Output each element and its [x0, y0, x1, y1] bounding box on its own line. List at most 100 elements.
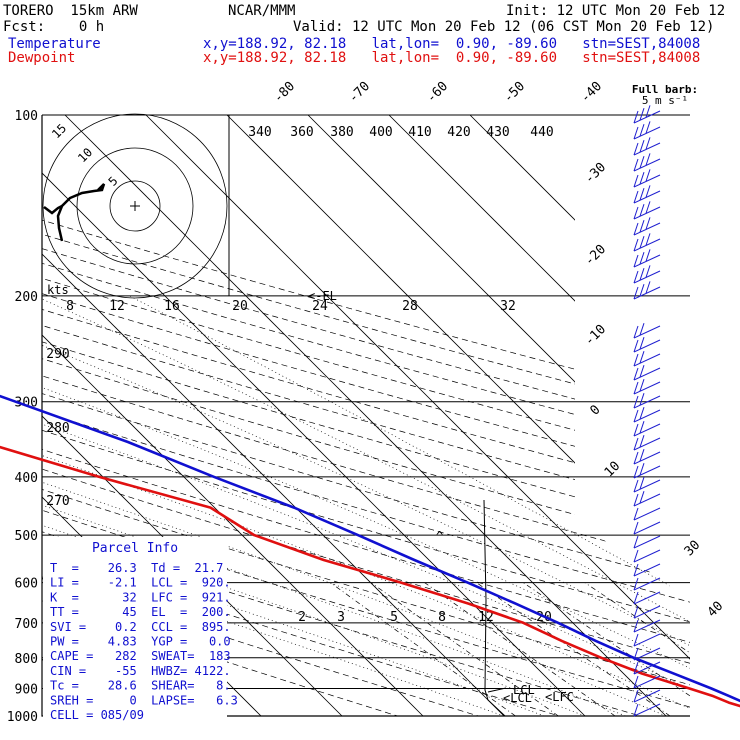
wind-barb-feather	[633, 142, 639, 156]
el-label: <-EL	[308, 289, 337, 303]
wind-barb	[633, 238, 661, 252]
mixing-ratio-tick-label: 5	[390, 610, 398, 625]
theta-tick-label: 420	[447, 125, 470, 140]
wind-barb	[633, 619, 661, 633]
parcel-info-row: SREH = 0 LAPSE= 6.3	[50, 693, 238, 707]
wind-barb-feather	[639, 323, 645, 336]
moist-adiabat-line	[42, 295, 690, 716]
isotherm-tick-label: -40	[578, 79, 605, 106]
wind-barb-feather	[639, 156, 645, 169]
isotherm-line	[42, 115, 424, 716]
wind-barb-feather	[639, 124, 645, 137]
pressure-tick-label: 900	[15, 682, 38, 697]
lcl-label: LCL	[513, 683, 535, 697]
wind-barb	[633, 703, 661, 717]
wind-barb-feather	[633, 493, 639, 507]
wind-barb	[633, 479, 661, 493]
center-label: NCAR/MMM	[228, 3, 296, 19]
barb-legend-unit: 5 m s⁻¹	[642, 94, 688, 107]
wind-barb-feather	[633, 437, 639, 451]
wind-barb-feather	[633, 409, 639, 423]
wind-barb	[633, 633, 661, 647]
pressure-tick-label: 200	[15, 290, 38, 305]
isotherm-line	[145, 115, 690, 716]
wind-barb-feather	[639, 393, 645, 406]
wind-barb-feather	[639, 449, 645, 462]
wind-barb	[633, 395, 661, 409]
dry-adiabat-line	[42, 115, 690, 716]
dewpoint-profile	[0, 445, 740, 708]
theta-tick-label: 400	[369, 125, 392, 140]
plot-frame	[41, 115, 690, 717]
wind-barb	[633, 222, 661, 236]
wind-barb-feather	[639, 337, 645, 350]
wind-barb-feather	[639, 379, 645, 392]
lfc-label: <LFC	[545, 690, 574, 704]
wind-barb-feather	[633, 367, 639, 381]
wind-barb-feather	[633, 689, 639, 703]
temperature-label: Temperature	[8, 36, 101, 52]
forecast-hour: Fcst: 0 h	[3, 19, 105, 35]
wind-barb-feather	[633, 633, 639, 647]
mixing-ratio-tick-label: 8	[438, 610, 446, 625]
wind-barb-feather	[633, 647, 639, 661]
wind-barb-feather	[633, 190, 639, 204]
wind-barb	[633, 493, 661, 507]
wind-barb	[633, 675, 661, 689]
theta-tick-label: 440	[530, 125, 553, 140]
wind-barb-feather	[633, 605, 639, 619]
hodograph-trace	[56, 183, 106, 242]
parcel-info-row: PW = 4.83 YGP = 0.0	[50, 635, 231, 649]
dry-adiabat-line	[42, 115, 439, 716]
wind-barb-feather	[633, 286, 639, 300]
wind-barb-feather	[633, 270, 639, 284]
hodo-speed-tick-label: 24	[312, 299, 328, 314]
wind-barb-feather	[645, 201, 651, 214]
parcel-info-row: CIN = -55 HWBZ= 4122.	[50, 664, 231, 678]
wind-barb-feather	[639, 477, 645, 490]
mixing-ratio-tick-label: 3	[337, 610, 345, 625]
isotherm-line	[64, 115, 667, 716]
dry-adiabat-line	[42, 115, 690, 716]
isotherm-line	[42, 115, 343, 716]
parcel-info-row: CAPE = 282 SWEAT= 183	[50, 649, 231, 663]
parcel-info-row: K = 32 LFC = 921.	[50, 590, 231, 604]
barb-legend-title: Full barb:	[632, 83, 698, 96]
wind-barb	[633, 647, 661, 661]
wind-barb	[633, 465, 661, 479]
wind-barb-feather	[645, 265, 651, 278]
wind-barb-feather	[633, 158, 639, 172]
wind-barb-feather	[645, 153, 651, 166]
wind-barb-feather	[645, 105, 651, 118]
parcel-info-panel: Parcel Info T = 26.3 Td = 21.7LI = -2.1 L…	[43, 537, 238, 722]
isotherm-line	[226, 115, 690, 716]
wind-barb-feather	[645, 217, 651, 230]
wind-barb-feather	[633, 381, 639, 395]
wind-barb	[633, 451, 661, 465]
wind-barb	[633, 591, 661, 605]
model-title: TORERO 15km ARW	[3, 3, 138, 19]
wind-barb	[633, 605, 661, 619]
theta-tick-label: 380	[330, 125, 353, 140]
wind-barb-feather	[633, 619, 639, 633]
hodograph-trace	[43, 204, 63, 215]
wind-barb-feather	[633, 577, 639, 591]
wind-barb	[633, 325, 661, 339]
dry-adiabat-line	[42, 115, 690, 716]
wind-barb-feather	[633, 206, 639, 220]
isotherm-tick-label: -20	[582, 242, 609, 269]
wind-barb	[633, 206, 661, 220]
wind-barb	[633, 339, 661, 353]
hodograph-ring	[76, 147, 194, 265]
el-label: ^	[436, 529, 443, 543]
parcel-info-row: Tc = 28.6 SHEAR= 8.	[50, 679, 231, 693]
hodograph-ring	[109, 180, 161, 232]
wind-barb	[633, 142, 661, 156]
hodo-speed-tick-label: 16	[164, 299, 180, 314]
temperature-profile	[0, 394, 740, 703]
wind-barb	[633, 409, 661, 423]
temperature-location: x,y=188.92, 82.18 lat,lon= 0.90, -89.60 …	[203, 36, 701, 52]
wind-barb	[633, 577, 661, 591]
wind-barb-feather	[633, 110, 639, 124]
wind-barb-feather	[633, 451, 639, 465]
